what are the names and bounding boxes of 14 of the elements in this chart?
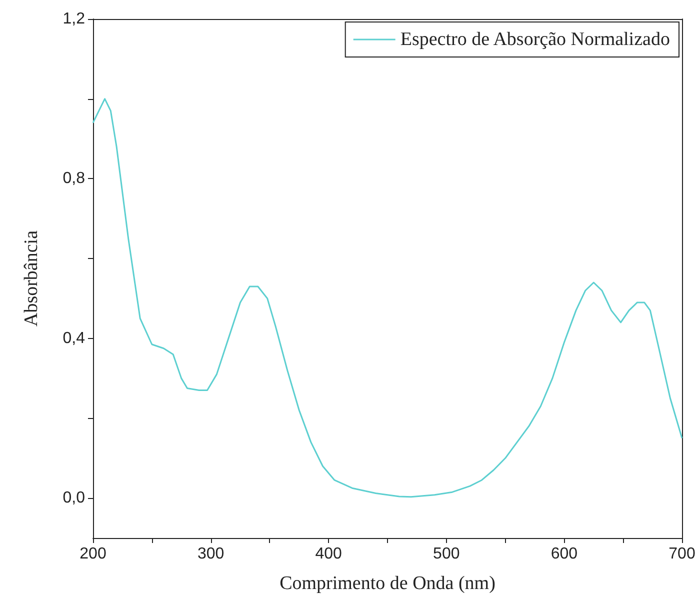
x-tick-label: 600 <box>550 546 578 562</box>
y-tick-label: 1,2 <box>62 10 86 28</box>
x-tick-label: 700 <box>668 546 696 562</box>
x-tick-label: 500 <box>433 546 460 562</box>
y-tick-label: 0,4 <box>62 330 86 347</box>
x-tick-label: 300 <box>197 546 224 562</box>
x-tick-label: 400 <box>315 546 342 562</box>
y-tick-label: 0,8 <box>62 170 86 188</box>
line-series <box>92 98 683 498</box>
x-axis-title: Comprimento de Onda (nm) <box>280 573 496 594</box>
y-tick-label: 0,0 <box>62 490 86 507</box>
y-axis-title: Absorbância <box>21 230 42 327</box>
legend-label: Espectro de Absorção Normalizado <box>400 29 670 50</box>
x-tick-label: 200 <box>80 546 106 562</box>
